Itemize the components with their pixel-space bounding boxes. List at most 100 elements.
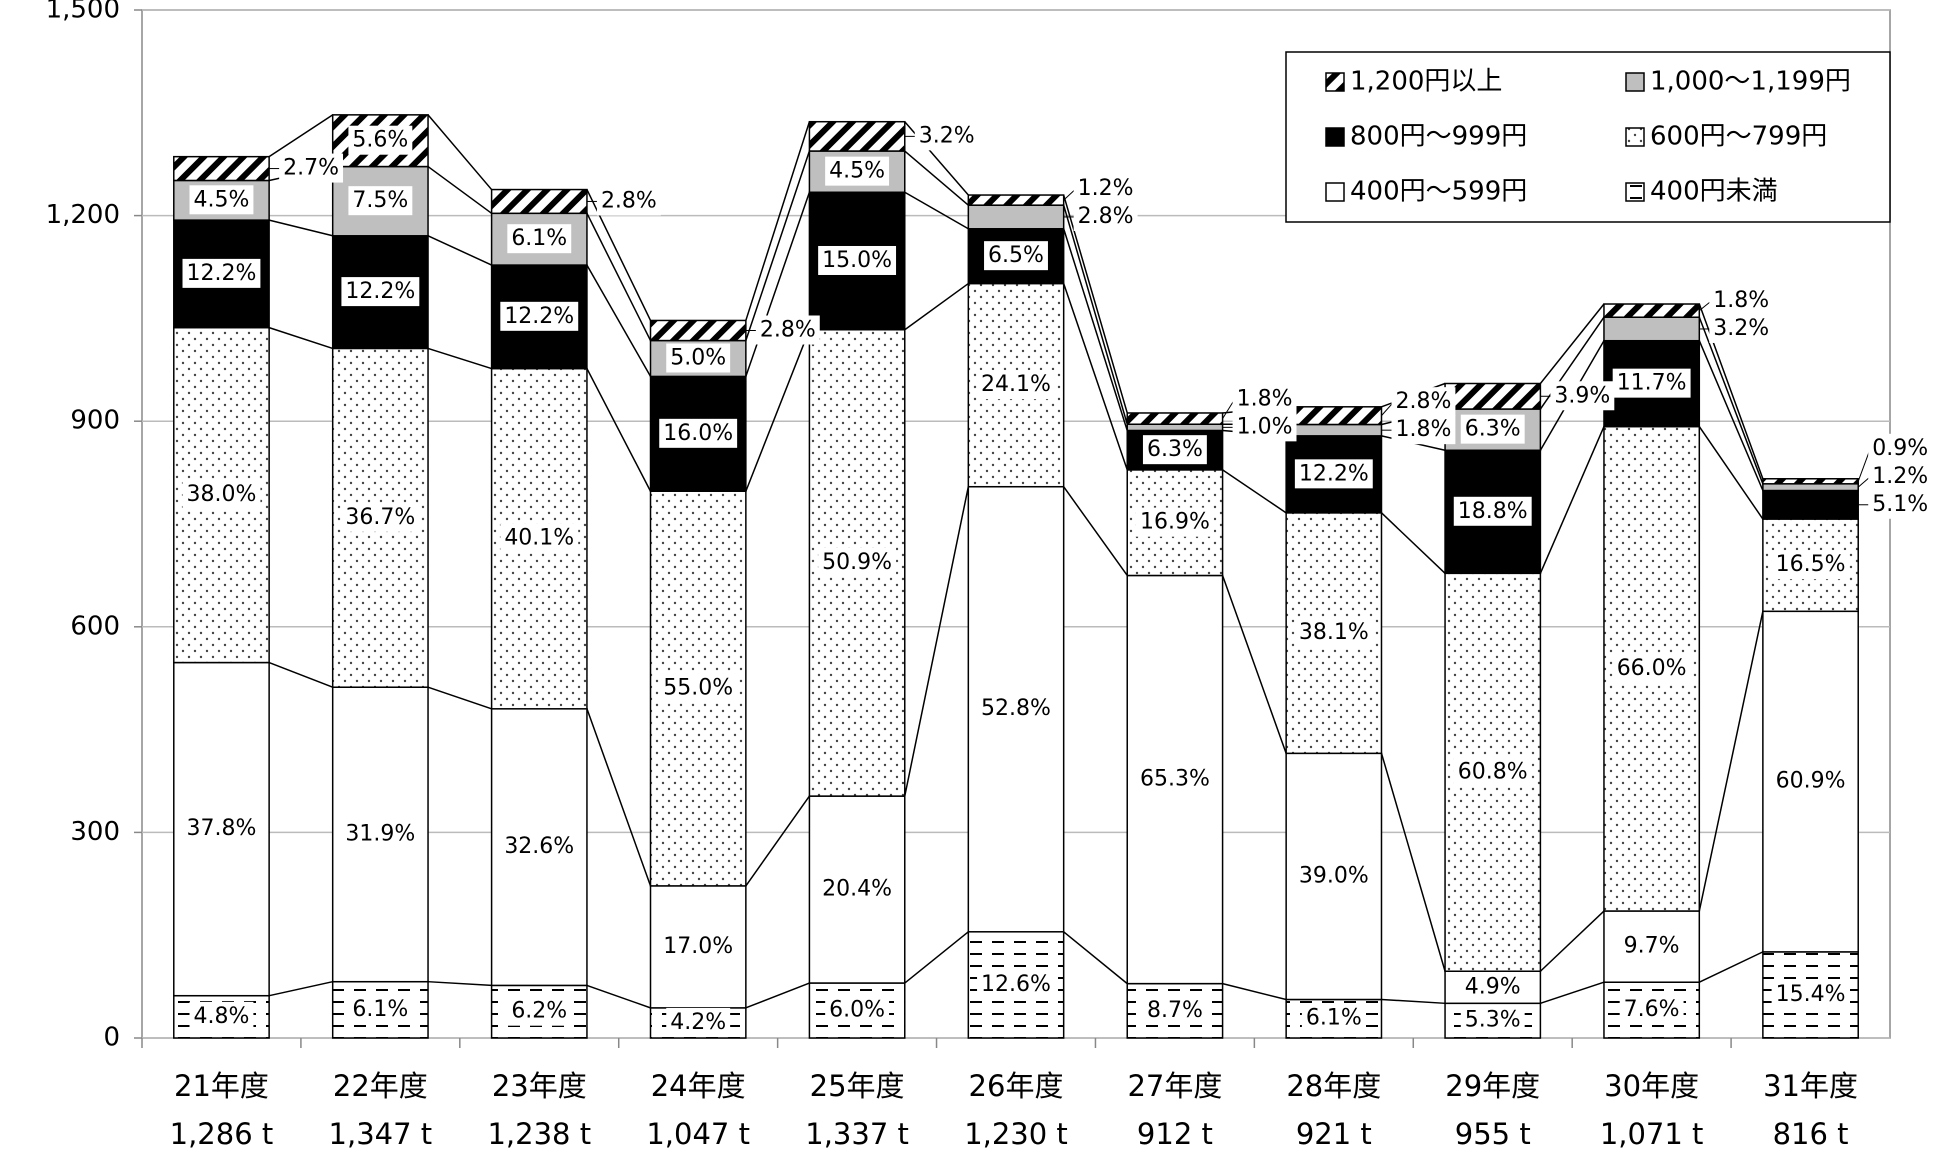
data-label: 40.1%	[504, 526, 574, 551]
data-label: 18.8%	[1458, 499, 1528, 524]
bar-segment	[1603, 303, 1701, 318]
data-label: 15.4%	[1776, 982, 1846, 1007]
data-label-box: 1.8%	[1391, 415, 1456, 445]
data-label: 5.1%	[1872, 492, 1928, 517]
series-line	[586, 368, 652, 492]
data-label-box: 50.9%	[818, 547, 897, 577]
label-bg	[1460, 414, 1525, 444]
label-bg	[1460, 1005, 1525, 1035]
total-label: 1,071 t	[1600, 1117, 1704, 1151]
label-bg	[348, 186, 413, 216]
data-label-box: 4.5%	[189, 185, 254, 215]
data-label: 16.5%	[1776, 552, 1846, 577]
total-label: 1,286 t	[170, 1117, 274, 1151]
data-label: 38.0%	[187, 482, 257, 507]
label-bg	[1550, 381, 1615, 411]
data-label-box: 15.0%	[818, 245, 897, 275]
data-label: 66.0%	[1617, 656, 1687, 681]
label-bg	[1232, 384, 1297, 414]
bar-segment	[649, 319, 747, 342]
data-label: 1.2%	[1078, 176, 1134, 201]
data-label-box: 12.2%	[182, 258, 261, 288]
x-tick-label: 23年度	[492, 1069, 587, 1103]
data-label-box: 15.4%	[1771, 979, 1850, 1009]
bar-segment	[1762, 478, 1859, 485]
data-label: 4.9%	[1465, 974, 1521, 999]
bar-segment	[967, 204, 1065, 230]
data-label-box: 0.9%	[1868, 433, 1933, 463]
data-label: 5.0%	[670, 345, 726, 370]
y-tick-label: 1,200	[46, 200, 120, 230]
total-label: 1,337 t	[805, 1117, 909, 1151]
series-line	[427, 686, 492, 710]
bar-segment	[1762, 489, 1859, 520]
data-label-box: 4.2%	[666, 1007, 731, 1037]
data-label: 11.7%	[1617, 371, 1687, 396]
series-line	[745, 192, 811, 377]
data-label-box: 2.8%	[755, 315, 820, 345]
data-label: 65.3%	[1140, 767, 1210, 792]
data-label-box: 24.1%	[977, 370, 1055, 400]
data-label-box: 40.1%	[500, 523, 579, 553]
data-label: 6.1%	[352, 997, 408, 1022]
bar-segment	[1762, 483, 1859, 492]
data-label: 6.1%	[511, 226, 567, 251]
data-label: 36.7%	[345, 505, 415, 530]
label-bg	[507, 996, 572, 1026]
data-label-box: 16.5%	[1771, 550, 1850, 580]
label-bg	[1460, 972, 1525, 1002]
data-label-box: 12.2%	[1294, 459, 1373, 489]
label-bg	[189, 1001, 254, 1031]
label-bg	[507, 224, 572, 254]
x-tick-label: 31年度	[1763, 1069, 1858, 1103]
data-label: 7.5%	[352, 188, 408, 213]
series-line	[586, 984, 651, 1009]
label-bg	[182, 480, 261, 510]
label-bg	[182, 258, 261, 288]
series-line	[427, 235, 492, 266]
data-label-box: 3.2%	[914, 121, 979, 151]
data-label: 5.3%	[1465, 1008, 1521, 1033]
series-line	[1062, 194, 1128, 414]
x-tick-label: 28年度	[1286, 1069, 1381, 1103]
label-bg	[341, 277, 420, 307]
series-line	[1380, 512, 1446, 574]
label-bg	[818, 245, 897, 275]
data-label: 32.6%	[504, 834, 574, 859]
label-bg	[1301, 1003, 1366, 1033]
label-bg	[182, 814, 261, 844]
data-label-box: 60.8%	[1453, 757, 1532, 787]
label-bg	[977, 969, 1055, 999]
y-tick-label: 900	[70, 406, 120, 436]
data-label-box: 1.8%	[1709, 285, 1774, 315]
legend-box	[1285, 51, 1891, 223]
data-label-box: 4.9%	[1460, 972, 1525, 1002]
legend-label: 400円～599円	[1350, 177, 1527, 207]
series-line	[1062, 283, 1128, 471]
label-bg	[666, 1007, 731, 1037]
data-label: 3.9%	[1554, 383, 1610, 408]
legend-swatch	[1325, 127, 1345, 147]
data-label-box: 4.5%	[825, 156, 890, 186]
data-label: 0.9%	[1872, 436, 1928, 461]
data-label: 1.8%	[1395, 417, 1451, 442]
data-label-box: 18.8%	[1453, 496, 1532, 526]
data-label-box: 55.0%	[659, 673, 738, 703]
data-label-box: 38.0%	[182, 480, 261, 510]
legend-swatch	[1625, 182, 1645, 202]
legend-label: 1,000～1,199円	[1650, 67, 1851, 97]
series-line	[745, 329, 811, 492]
data-label: 4.5%	[194, 187, 250, 212]
data-label: 8.7%	[1147, 998, 1203, 1023]
data-label-box: 39.0%	[1294, 861, 1373, 891]
label-bg	[1612, 653, 1691, 683]
legend-label: 600円～799円	[1650, 122, 1827, 152]
label-bg	[1232, 412, 1297, 442]
series-line	[1698, 316, 1764, 485]
data-label-box: 65.3%	[1135, 764, 1214, 794]
series-line	[268, 980, 333, 997]
series-line	[745, 982, 810, 1009]
data-label: 3.2%	[1713, 316, 1769, 341]
data-label-box: 12.2%	[500, 301, 579, 331]
data-label-box: 6.1%	[507, 224, 572, 254]
